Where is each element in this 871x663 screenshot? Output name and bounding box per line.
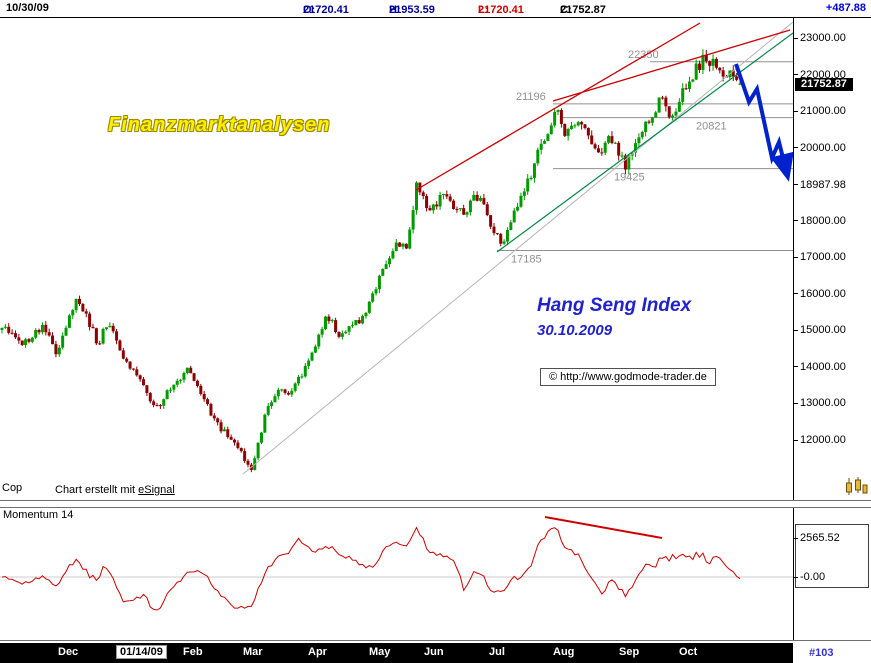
month-label: Feb — [183, 646, 203, 658]
trendlines — [242, 21, 793, 475]
price-axis-label: 18000.00 — [800, 214, 846, 227]
price-chart-panel[interactable]: 22350 21196 20821 19425 17185 Finanzmarktana… — [0, 18, 793, 500]
price-tick — [794, 402, 798, 404]
bottom-divider — [0, 640, 871, 643]
bar-date: 10/30/09 — [6, 2, 49, 14]
price-tick — [794, 439, 798, 441]
price-axis-label: 18987.98 — [800, 178, 846, 191]
price-axis-label: 12000.00 — [800, 434, 846, 446]
instrument-title: Hang Seng Index — [537, 295, 692, 316]
panel-divider[interactable] — [0, 500, 871, 508]
momentum-tick — [794, 576, 798, 578]
price-tick — [794, 366, 798, 368]
svg-text:20821: 20821 — [696, 121, 727, 133]
price-tick — [794, 293, 798, 295]
month-label: Aug — [553, 646, 575, 658]
price-tick — [794, 184, 798, 186]
esignal-logo-icon[interactable] — [844, 476, 868, 496]
momentum-study-label: Momentum 14 — [3, 509, 74, 521]
copyright-fragment: Cop — [2, 482, 23, 494]
month-label: Sep — [619, 646, 640, 658]
momentum-axis-label: -0.00 — [800, 571, 826, 583]
momentum-tick — [794, 537, 798, 539]
price-tick — [794, 329, 798, 331]
price-axis-label: 21000.00 — [800, 105, 846, 118]
candlestick-series — [0, 49, 742, 473]
source-url-box: © http://www.godmode-trader.de — [540, 368, 716, 386]
month-label: Mar — [243, 646, 263, 658]
momentum-panel[interactable]: Momentum 14 — [0, 508, 793, 640]
price-axis-label: 22000.00 — [800, 68, 846, 81]
price-tick — [794, 256, 798, 258]
price-axis-label: 14000.00 — [800, 360, 846, 373]
projection-arrow — [734, 63, 793, 182]
momentum-axis-frame — [795, 524, 869, 588]
price-tick — [794, 37, 798, 39]
month-label: May — [369, 646, 391, 658]
month-label: Dec — [58, 646, 79, 658]
date-marker-label: 01/14/09 — [116, 645, 167, 659]
price-axis-label: 15000.00 — [800, 324, 846, 337]
price-axis-label: 16000.00 — [800, 287, 846, 300]
svg-text:19425: 19425 — [614, 172, 645, 184]
price-tick — [794, 74, 798, 76]
price-axis-label: 20000.00 — [800, 141, 846, 154]
created-with-note: Chart erstellt mit eSignal — [55, 484, 175, 496]
price-tick — [794, 220, 798, 222]
svg-text:17185: 17185 — [511, 254, 542, 266]
svg-text:21196: 21196 — [516, 91, 546, 103]
watermark-text: Finanzmarktanalysen — [108, 114, 331, 136]
ohlc-status-bar: 10/30/09 O: 21720.41 H: 21953.59 L: 2172… — [0, 0, 871, 18]
net-change: +487.88 — [825, 2, 866, 14]
price-tick — [794, 110, 798, 112]
bar-count-label: #103 — [809, 647, 834, 659]
month-label: Jul — [489, 646, 505, 658]
momentum-axis-label: 2565.52 — [800, 532, 840, 544]
price-axis-label: 13000.00 — [800, 397, 846, 410]
momentum-axis[interactable]: 2565.52 -0.00 — [793, 508, 871, 640]
price-axis-label: 23000.00 — [800, 32, 846, 44]
bar-count-corner: #103 — [793, 643, 871, 663]
price-axis-label: 17000.00 — [800, 251, 846, 264]
month-label: Jun — [424, 646, 444, 658]
price-axis[interactable]: 21752.87 23000.00 22000.00 21000.00 20000.0… — [793, 18, 871, 500]
price-tick — [794, 147, 798, 149]
month-label: Oct — [679, 646, 698, 658]
esignal-link[interactable]: eSignal — [138, 484, 175, 496]
momentum-canvas[interactable] — [0, 508, 793, 640]
time-axis-bar[interactable]: Dec 01/14/09 Feb Mar Apr May Jun Jul Aug Sep Oct #… — [0, 643, 871, 663]
momentum-divergence-line — [544, 516, 663, 539]
analysis-date: 30.10.2009 — [537, 322, 613, 339]
month-label: Apr — [308, 646, 327, 658]
last-price-badge: 21752.87 — [795, 78, 853, 91]
momentum-line — [1, 526, 741, 611]
